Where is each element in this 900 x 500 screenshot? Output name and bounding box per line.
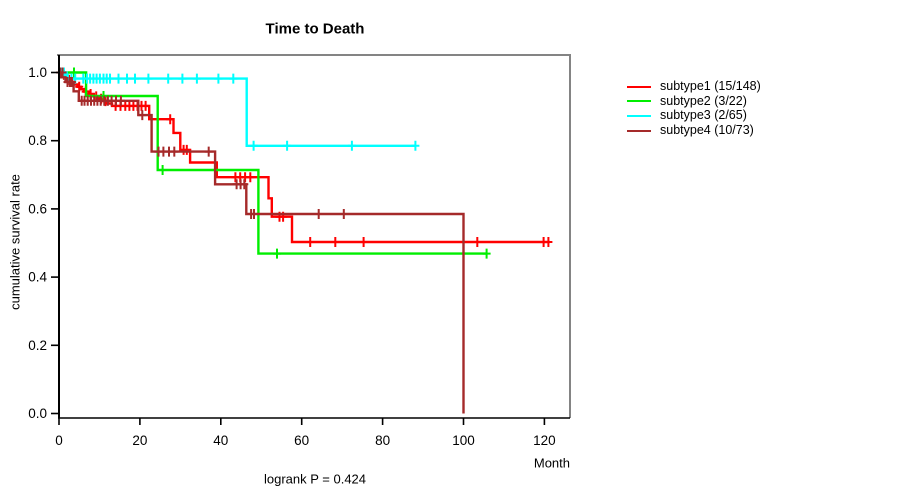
legend-item-label: subtype4 (10/73) (660, 123, 754, 138)
legend-item-label: subtype1 (15/148) (660, 79, 761, 93)
x-tick-label: 0 (55, 433, 63, 448)
legend-item-label: subtype2 (3/22) (660, 93, 747, 108)
plot-frame-gray (57, 54, 571, 418)
x-tick-label: 60 (294, 433, 309, 448)
y-tick-label: 0.2 (28, 338, 47, 353)
x-tick-label: 20 (132, 433, 147, 448)
y-tick-label: 0.4 (28, 270, 47, 285)
legend-line-swatch-subtype2 (627, 100, 651, 103)
x-tick-label: 40 (213, 433, 228, 448)
series-curve-subtype1 (59, 71, 550, 244)
censor-marks-subtype1 (57, 67, 553, 247)
logrank-pvalue-note: logrank P = 0.424 (263, 471, 367, 487)
censor-marks-subtype3 (57, 67, 420, 151)
y-tick-label: 0.8 (28, 133, 47, 148)
x-tick-label: 120 (533, 433, 556, 448)
chart-title: Time to Death (265, 20, 365, 38)
legend-item-subtype2: subtype2 (3/22) (627, 94, 747, 109)
legend-line-swatch-subtype3 (627, 114, 651, 117)
x-tick-label: 80 (375, 433, 390, 448)
legend-item-subtype3: subtype3 (2/65) (627, 108, 747, 123)
censor-marks-subtype4 (56, 67, 348, 219)
series-curve-subtype3 (59, 71, 416, 147)
legend-line-swatch-subtype1 (627, 85, 651, 88)
legend-item-subtype1: subtype1 (15/148) (627, 79, 761, 94)
y-tick-label: 0.0 (28, 406, 47, 421)
legend-line-swatch-subtype4 (627, 129, 651, 132)
x-axis-title: Month (533, 455, 570, 471)
legend-item-label: subtype3 (2/65) (660, 108, 747, 123)
x-tick-label: 100 (452, 433, 475, 448)
legend-item-subtype4: subtype4 (10/73) (627, 123, 754, 138)
y-tick-label: 1.0 (28, 65, 47, 80)
y-tick-label: 0.6 (28, 201, 47, 216)
y-axis-title: cumulative survival rate (7, 174, 23, 310)
